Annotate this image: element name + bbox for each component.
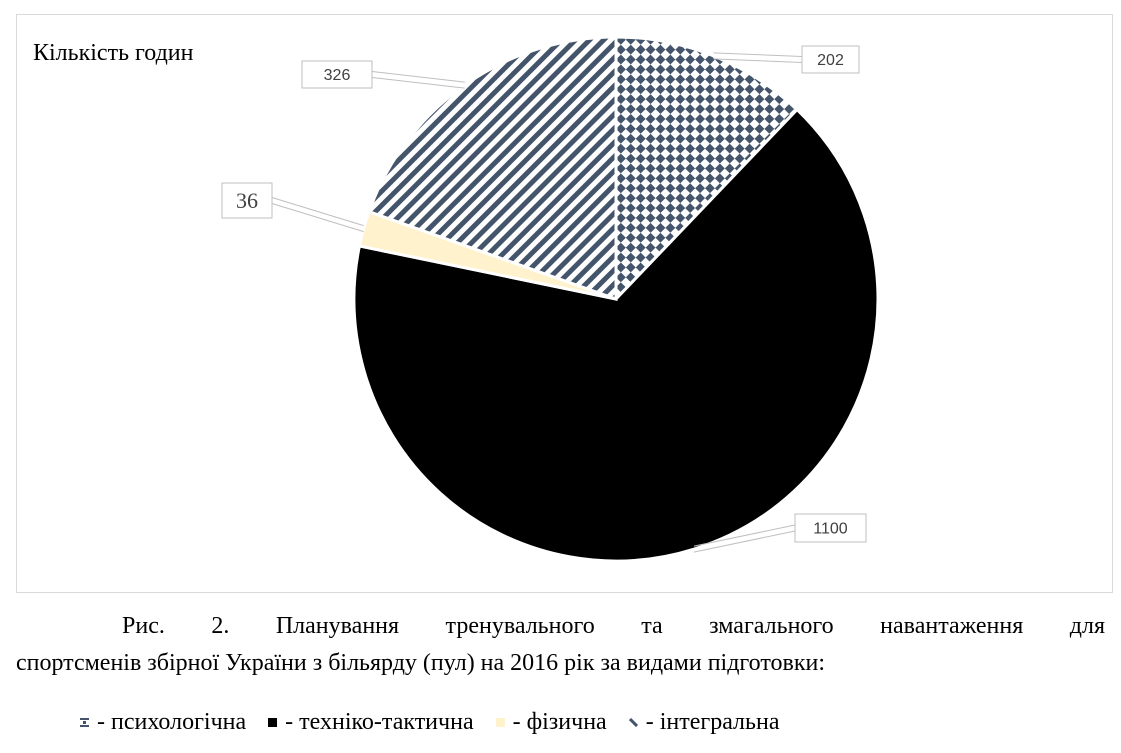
chart-area: Кількість годин 202 1100 36 326 (16, 14, 1113, 593)
legend-item-technical-tactical: - техніко-тактична (268, 708, 474, 736)
legend: - психологічна - техніко-тактична - фізи… (80, 705, 801, 739)
pie-chart: Кількість годин 202 1100 36 326 (33, 35, 880, 563)
slice-psychological (614, 35, 800, 303)
leader-line (271, 203, 364, 233)
data-label-box (794, 513, 867, 543)
legend-label: - інтегральна (645, 708, 780, 735)
checker-swatch-icon (80, 717, 89, 727)
leader-line (371, 77, 465, 89)
caption-line-2: спортсменів збірної України з більярду (… (16, 650, 826, 677)
data-label: 326 (324, 67, 351, 84)
diagonal-swatch-icon (628, 717, 638, 727)
slice-integral (367, 35, 618, 302)
cream-swatch-icon (495, 717, 505, 727)
legend-label: - техніко-тактична (285, 708, 474, 735)
legend-item-physical: - фізична (495, 708, 607, 736)
data-label-box (221, 182, 273, 219)
data-label-box (801, 45, 860, 74)
legend-item-integral: - інтегральна (628, 708, 780, 736)
data-label-box (301, 60, 373, 89)
leader-line (271, 197, 364, 227)
legend-label: - психологічна (97, 708, 247, 735)
slice-technical-tactical (352, 107, 880, 563)
figure-caption: Рис. 2. Планування тренувального та змаг… (16, 608, 1113, 682)
legend-label: - фізична (512, 708, 607, 735)
leader-line (713, 52, 803, 57)
leader-line (693, 524, 796, 547)
caption-line-1: Рис. 2. Планування тренувального та змаг… (122, 613, 1105, 639)
solid-black-swatch-icon (268, 717, 278, 727)
chart-title: Кількість годин (33, 40, 194, 66)
leader-line (693, 530, 796, 553)
data-label: 202 (817, 52, 844, 69)
leader-lines (271, 52, 803, 553)
leader-line (371, 71, 465, 83)
data-label: 1100 (813, 521, 848, 538)
pie-slices (352, 35, 880, 563)
data-label: 36 (236, 188, 258, 213)
legend-item-psychological: - психологічна (80, 709, 246, 736)
data-labels: 202 1100 36 326 (221, 45, 867, 543)
leader-line (713, 58, 803, 63)
